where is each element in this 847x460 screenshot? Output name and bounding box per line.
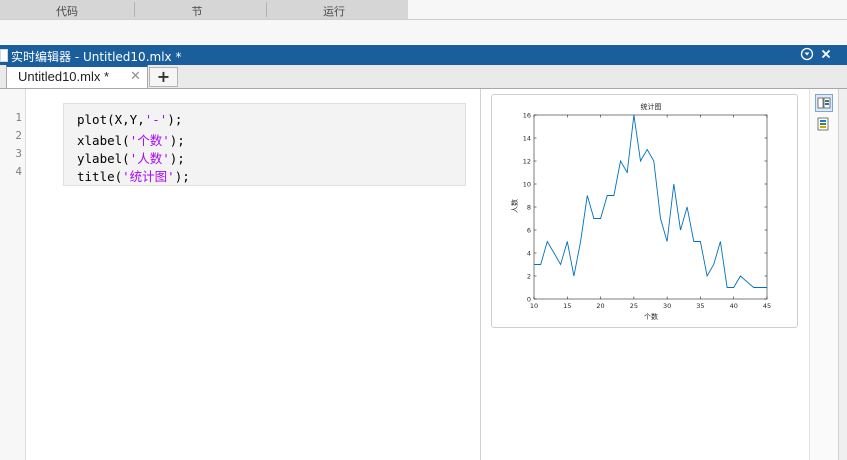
- x-tick-label: 15: [563, 302, 571, 310]
- output-right-button[interactable]: [815, 116, 833, 134]
- y-tick-label: 0: [527, 295, 531, 303]
- figure-output[interactable]: 统计图 个数 人数 10 15 20 25 30 35 40 45 0 2 4 6 8 10 12 14 16: [491, 94, 798, 328]
- x-tick-label: 25: [630, 302, 638, 310]
- section-divider: [266, 2, 267, 17]
- chart-x-axis-label: 个数: [644, 312, 658, 321]
- plot-area: [533, 114, 768, 300]
- section-divider: [134, 2, 135, 17]
- code-line[interactable]: title('统计图');: [77, 169, 190, 184]
- y-tick-label: 16: [523, 111, 531, 119]
- section-label-code: 代码: [56, 5, 78, 18]
- toolstrip-separator: [0, 19, 847, 20]
- chart-y-axis-label: 人数: [510, 199, 519, 213]
- code-line[interactable]: ylabel('人数');: [77, 151, 185, 166]
- y-tick-label: 12: [523, 157, 531, 165]
- x-tick-label: 30: [663, 302, 671, 310]
- document-icon: [0, 49, 8, 62]
- series-line: [534, 114, 767, 288]
- x-tick-label: 35: [696, 302, 704, 310]
- x-tick-label: 10: [530, 302, 538, 310]
- y-tick-label: 4: [527, 249, 531, 257]
- section-label-section: 节: [191, 5, 203, 18]
- line-number: 1: [15, 111, 22, 124]
- x-tick-label: 40: [730, 302, 738, 310]
- line-number: 3: [15, 147, 22, 160]
- toolstrip-section-bar: 代码 节 运行: [0, 0, 408, 20]
- x-tick-label: 45: [763, 302, 771, 310]
- output-display-toolbar: [809, 89, 839, 460]
- line-number-gutter: 1 2 3 4: [0, 89, 26, 460]
- window-titlebar: 实时编辑器 - Untitled10.mlx *: [0, 45, 847, 65]
- output-inline-button[interactable]: [815, 94, 833, 112]
- y-tick-label: 2: [527, 272, 531, 280]
- window-edge: [838, 89, 847, 460]
- line-chart: 统计图 个数 人数 10 15 20 25 30 35 40 45 0 2 4 6 8 10 12 14 16: [510, 102, 771, 321]
- x-tick-label: 20: [596, 302, 604, 310]
- tab-label: Untitled10.mlx *: [18, 69, 110, 84]
- y-tick-label: 8: [527, 203, 531, 211]
- panel-menu-icon[interactable]: [799, 47, 815, 63]
- window-title: 实时编辑器 - Untitled10.mlx *: [11, 50, 182, 64]
- line-number: 4: [15, 165, 22, 178]
- tab-close-icon[interactable]: ✕: [130, 69, 141, 84]
- section-label-run: 运行: [323, 5, 345, 18]
- editor-output-divider[interactable]: [480, 89, 481, 460]
- code-line[interactable]: xlabel('个数');: [77, 133, 185, 148]
- line-number: 2: [15, 129, 22, 142]
- y-tick-label: 6: [527, 226, 531, 234]
- close-icon[interactable]: [818, 47, 834, 63]
- tab-untitled10[interactable]: Untitled10.mlx * ✕: [6, 65, 148, 88]
- code-block[interactable]: plot(X,Y,'-'); xlabel('个数'); ylabel('人数'…: [63, 103, 466, 186]
- chart-title: 统计图: [641, 102, 662, 111]
- y-tick-label: 10: [523, 180, 531, 188]
- y-tick-label: 14: [523, 134, 531, 142]
- toolstrip: 代码 节 运行: [0, 0, 847, 44]
- code-line[interactable]: plot(X,Y,'-');: [77, 112, 183, 127]
- new-tab-button[interactable]: +: [149, 67, 178, 87]
- tab-bar: Untitled10.mlx * ✕ +: [0, 65, 847, 89]
